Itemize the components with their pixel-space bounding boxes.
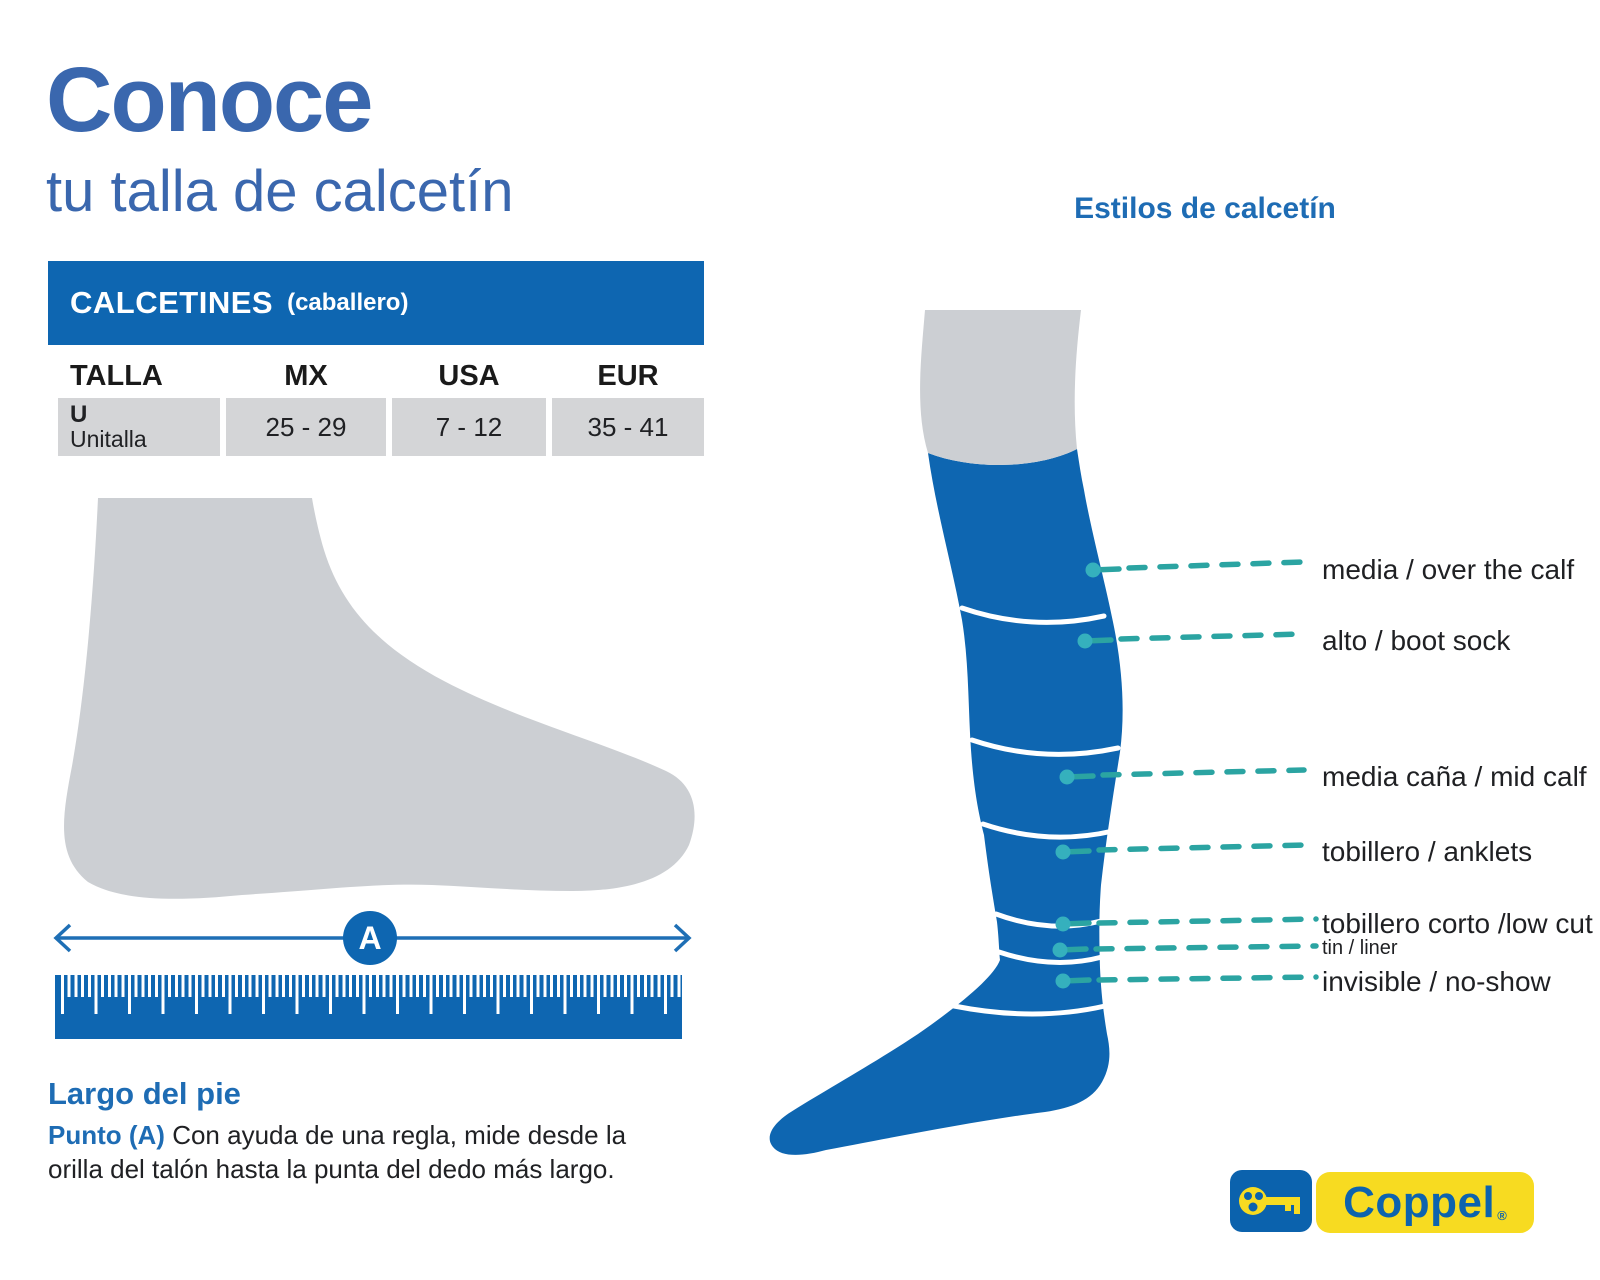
table-title-note: (caballero)	[287, 289, 409, 316]
callout-dots	[1052, 562, 1101, 989]
label-invisible-no-show: invisible / no-show	[1322, 966, 1551, 997]
size-code: U	[70, 401, 88, 428]
col-header-usa: USA	[438, 360, 500, 392]
foot-silhouette-illustration	[64, 498, 695, 899]
col-header-talla: TALLA	[70, 360, 163, 392]
cell-mx: 25 - 29	[226, 398, 386, 456]
size-name: Unitalla	[70, 426, 147, 452]
point-a-badge	[343, 911, 397, 965]
cell-usa: 7 - 12	[392, 398, 546, 456]
arrowhead-right-icon	[673, 923, 692, 953]
arrowhead-left-icon	[53, 923, 72, 953]
sock-section-lines	[951, 605, 1121, 1017]
ruler-graphic	[55, 975, 682, 1039]
coppel-key-logo	[1230, 1170, 1312, 1232]
page-title: Conoce	[46, 49, 373, 151]
label-tobillero-corto-low-cut: tobillero corto /low cut	[1322, 908, 1593, 939]
col-header-eur: EUR	[597, 360, 659, 392]
table-title: CALCETINES	[70, 285, 274, 320]
calf-shape	[920, 310, 1081, 465]
label-tin-liner: tin / liner	[1322, 937, 1398, 959]
styles-heading: Estilos de calcetín	[1074, 192, 1336, 225]
sock-shape	[769, 449, 1123, 1155]
col-header-mx: MX	[284, 360, 328, 392]
callout-leader-lines	[1052, 559, 1319, 989]
cell-talla: U Unitalla	[58, 398, 220, 456]
sock-styles-illustration	[769, 310, 1319, 1155]
label-media-over-the-calf: media / over the calf	[1322, 554, 1575, 585]
key-icon	[1239, 1187, 1300, 1215]
label-tobillero-anklets: tobillero / anklets	[1322, 836, 1533, 867]
foot-length-heading: Largo del pie	[48, 1076, 241, 1111]
length-arrow: A	[53, 911, 692, 965]
foot-length-instruction: Punto (A) Con ayuda de una regla, mide d…	[48, 1118, 668, 1186]
coppel-wordmark: Coppel ®	[1316, 1172, 1534, 1233]
label-media-cana-mid-calf: media caña / mid calf	[1322, 761, 1587, 792]
point-a-letter: A	[358, 920, 381, 956]
instruction-lead: Punto (A)	[48, 1120, 165, 1150]
registered-mark: ®	[1497, 1208, 1507, 1223]
label-alto-boot-sock: alto / boot sock	[1322, 625, 1511, 656]
brand-name: Coppel	[1343, 1177, 1496, 1227]
page-subtitle: tu talla de calcetín	[46, 159, 514, 224]
table-header-bar: CALCETINES (caballero)	[48, 261, 704, 345]
instruction-text: Con ayuda de una regla, mide desde la or…	[48, 1120, 627, 1184]
cell-eur: 35 - 41	[552, 398, 704, 456]
